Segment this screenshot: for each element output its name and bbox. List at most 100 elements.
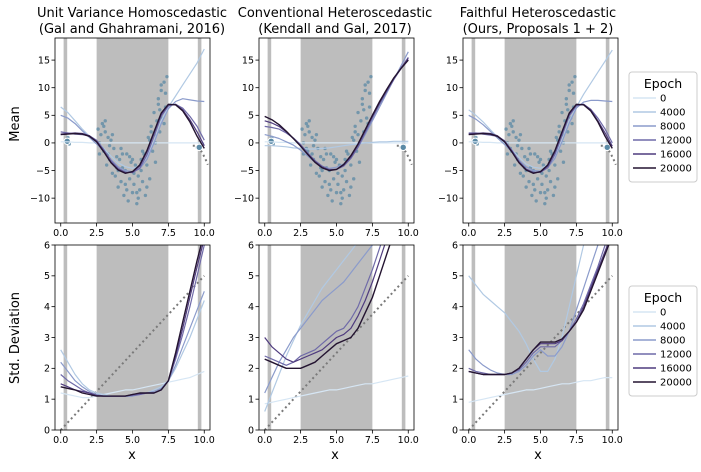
legend-1-label-20000: 20000 bbox=[660, 378, 692, 389]
panel-std-1-xtick-label: 0.0 bbox=[257, 435, 272, 446]
xlabel-2: x bbox=[534, 448, 542, 463]
panel-std-0-xtick-label: 7.5 bbox=[161, 435, 176, 446]
panel-mean-0-ytick-label: 0 bbox=[44, 138, 50, 149]
panel-mean-0-data-point bbox=[148, 177, 151, 180]
legend-std-title: Epoch bbox=[644, 290, 682, 305]
panel-mean-1-data-point bbox=[306, 125, 309, 128]
panel-mean-0-data-point bbox=[135, 202, 138, 205]
panel-mean-0-data-point bbox=[115, 155, 118, 158]
panel-mean-1-data-point bbox=[341, 174, 344, 177]
panel-mean-0-data-point bbox=[102, 125, 105, 128]
legend-0-label-20000: 20000 bbox=[660, 164, 692, 175]
panel-mean-0-xtick-label: 0.0 bbox=[53, 228, 68, 239]
panel-mean-2-data-point bbox=[553, 163, 556, 166]
panel-mean-0-data-point bbox=[131, 191, 134, 194]
panel-mean-0-data-point bbox=[162, 80, 165, 83]
panel-mean-1-data-point bbox=[320, 185, 323, 188]
panel-mean-1-xtick-label: 7.5 bbox=[365, 228, 380, 239]
panel-mean-2-data-point bbox=[527, 180, 530, 183]
panel-mean-1-ytick-label: 5 bbox=[248, 111, 254, 122]
legend-1-label-4000: 4000 bbox=[660, 322, 685, 333]
panel-mean-1-data-point bbox=[325, 152, 328, 155]
panel-mean-0-ytick-label: −5 bbox=[36, 166, 50, 177]
panel-mean-0-data-point bbox=[126, 199, 129, 202]
panel-mean-1-data-point bbox=[310, 136, 313, 139]
panel-mean-2-xtick-label: 2.5 bbox=[497, 228, 512, 239]
panel-mean-1-data-point bbox=[322, 158, 325, 161]
panel-std-1-ytick-label: 2 bbox=[248, 364, 254, 375]
panel-mean-0-data-point bbox=[141, 180, 144, 183]
panel-std-0-ytick-label: 3 bbox=[44, 333, 50, 344]
panel-mean-0-data-point bbox=[144, 194, 147, 197]
panel-mean-1-data-point bbox=[352, 177, 355, 180]
panel-mean-0-data-point bbox=[124, 183, 127, 186]
panel-std-2-ytick-label: 6 bbox=[452, 240, 458, 251]
panel-mean-1-ytick-label: −5 bbox=[240, 166, 254, 177]
panel-mean-2-data-point bbox=[552, 194, 555, 197]
panel-mean-1-data-point bbox=[364, 89, 367, 92]
panel-mean-1-data-point bbox=[356, 111, 359, 114]
panel-mean-2-ytick-label: 10 bbox=[446, 83, 458, 94]
panel-std-0-shaded-region bbox=[97, 245, 169, 430]
panel-mean-2-data-point bbox=[533, 188, 536, 191]
col-title-2-line1: Faithful Heteroscedastic bbox=[460, 6, 616, 21]
panel-mean-0-data-point bbox=[134, 163, 137, 166]
panel-mean-0-ytick-label: 15 bbox=[38, 55, 50, 66]
panel-mean-2-data-point bbox=[510, 125, 513, 128]
panel-std-0: 0 1 2 3 4 5 6 0.0 2.5 5.0 7.5 10.0 bbox=[44, 233, 215, 446]
panel-std-2-ytick-label: 1 bbox=[452, 394, 458, 405]
panel-mean-0-data-point bbox=[111, 172, 114, 175]
col-title-0-line2: (Gal and Ghahramani, 2016) bbox=[39, 22, 225, 37]
panel-mean-0-xtick-label: 10.0 bbox=[194, 228, 215, 239]
panel-mean-2-data-point bbox=[566, 108, 569, 111]
panel-mean-1-data-point bbox=[318, 174, 321, 177]
panel-mean-2-data-point bbox=[526, 158, 529, 161]
panel-mean-0-data-point bbox=[162, 122, 165, 125]
panel-mean-0: −10 −5 0 5 10 15 0.0 2.5 5.0 7.5 10.0 bbox=[30, 38, 215, 239]
panel-mean-0-data-point bbox=[131, 158, 134, 161]
panel-mean-1-data-point bbox=[361, 103, 364, 106]
panel-std-2-shaded-region bbox=[472, 245, 476, 430]
panel-mean-1-data-point bbox=[308, 130, 311, 133]
panel-std-1-ytick-label: 0 bbox=[248, 425, 254, 436]
panel-mean-2-data-point bbox=[524, 185, 527, 188]
panel-mean-2-data-point bbox=[556, 177, 559, 180]
panel-mean-1-data-point bbox=[362, 108, 365, 111]
panel-std-0-xtick-label: 0.0 bbox=[53, 435, 68, 446]
panel-mean-1-data-point bbox=[329, 188, 332, 191]
col-title-2: Faithful Heteroscedastic (Ours, Proposal… bbox=[460, 6, 616, 37]
panel-std-0-plot-area bbox=[61, 233, 205, 430]
xlabel-1: x bbox=[331, 448, 339, 463]
panel-mean-0-data-point bbox=[121, 152, 124, 155]
panel-mean-1-data-point bbox=[358, 161, 361, 164]
panel-mean-2-ytick-label: 0 bbox=[452, 138, 458, 149]
ylabel-mean: Mean bbox=[8, 106, 23, 141]
panel-mean-2-data-point bbox=[539, 158, 542, 161]
panel-mean-1-data-point bbox=[349, 185, 352, 188]
panel-mean-0-data-point bbox=[105, 163, 108, 166]
legend-0-label-16000: 16000 bbox=[660, 150, 692, 161]
panel-mean-0-ytick-label: 5 bbox=[44, 111, 50, 122]
panel-mean-0-ytick-label: 10 bbox=[38, 83, 50, 94]
panel-mean-0-data-point bbox=[96, 127, 99, 130]
col-title-1: Conventional Heteroscedastic (Kendall an… bbox=[238, 6, 432, 37]
panel-mean-0-data-point bbox=[104, 119, 107, 122]
panel-mean-1-data-point bbox=[335, 158, 338, 161]
panel-mean-0-edge-point bbox=[196, 144, 202, 150]
panel-mean-1-shaded-region bbox=[301, 38, 373, 223]
panel-mean-0-data-point bbox=[128, 177, 131, 180]
panel-mean-1-data-point bbox=[366, 80, 369, 83]
panel-std-0-xtick-label: 10.0 bbox=[194, 435, 215, 446]
panel-mean-0-data-point bbox=[135, 191, 138, 194]
panel-std-0-ytick-label: 2 bbox=[44, 364, 50, 375]
figure-canvas: Unit Variance Homoscedastic (Gal and Gha… bbox=[0, 0, 701, 467]
panel-std-1-xtick-label: 5.0 bbox=[329, 435, 344, 446]
panel-mean-1-ytick-label: −10 bbox=[234, 193, 254, 204]
panel-mean-2-data-point bbox=[532, 183, 535, 186]
panel-mean-2-data-point bbox=[520, 147, 523, 150]
panel-mean-1-data-point bbox=[336, 183, 339, 186]
panel-mean-0-data-point bbox=[157, 97, 160, 100]
panel-mean-1-data-point bbox=[353, 125, 356, 128]
panel-std-1-ytick-label: 6 bbox=[248, 240, 254, 251]
panel-mean-1-data-point bbox=[328, 183, 331, 186]
